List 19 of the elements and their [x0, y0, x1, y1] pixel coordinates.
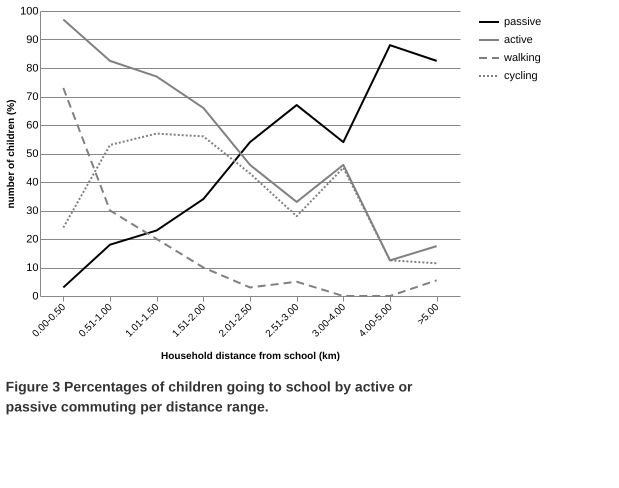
y-tick-label: 60: [26, 120, 38, 132]
text: Figure 3 Percentages of children going to school by active or passive commuting per distance range.: [6, 378, 414, 414]
y-tick-label: 30: [26, 205, 38, 217]
legend-label: passive: [504, 16, 542, 28]
x-axis-title: Household distance from school (km): [161, 350, 340, 362]
y-tick-label: 50: [26, 148, 38, 160]
y-tick-label: 0: [32, 290, 38, 302]
y-axis-title: number of children (%): [6, 100, 18, 208]
y-tick-label: 70: [26, 91, 38, 103]
legend-label: cycling: [504, 70, 538, 82]
y-tick-label: 90: [26, 34, 38, 46]
y-tick-label: 100: [20, 6, 38, 18]
y-tick-label: 20: [26, 234, 38, 246]
y-tick-label: 80: [26, 62, 38, 74]
y-tick-label: 40: [26, 176, 38, 188]
legend-label: walking: [503, 52, 541, 64]
line-series: [62, 44, 438, 288]
y-tick-label: 10: [26, 262, 38, 274]
legend-label: active: [504, 34, 533, 46]
